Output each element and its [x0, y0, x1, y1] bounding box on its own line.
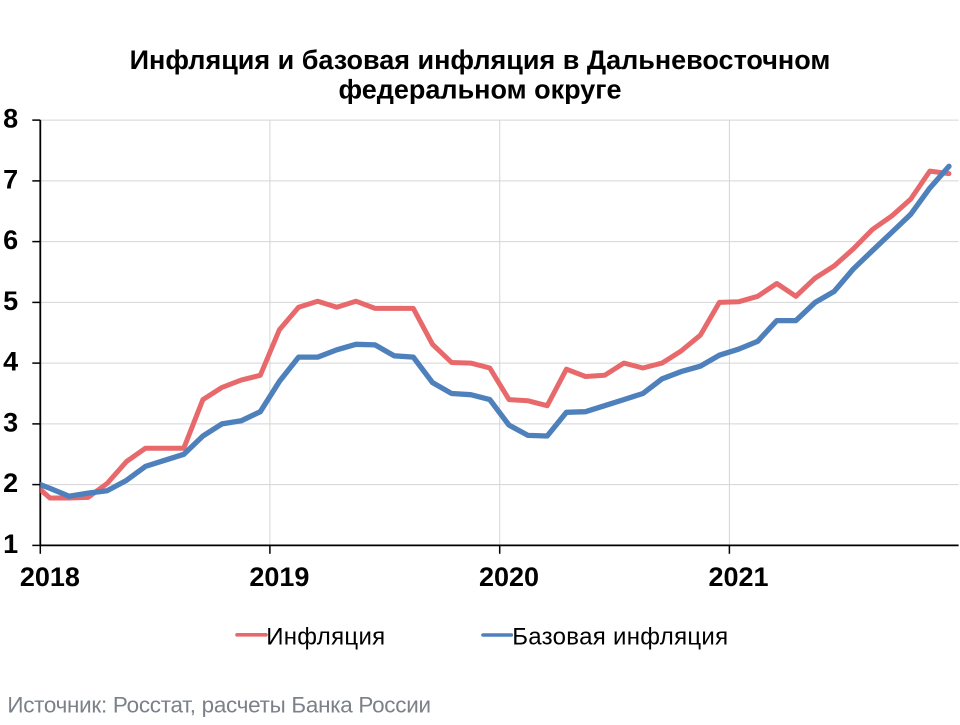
svg-text:2019: 2019 [249, 562, 309, 592]
svg-text:федеральном округе: федеральном округе [338, 75, 621, 105]
svg-text:4: 4 [3, 347, 18, 377]
svg-text:Источник: Росстат, расчеты Бан: Источник: Росстат, расчеты Банка России [7, 693, 430, 718]
svg-text:Инфляция и базовая инфляция в: Инфляция и базовая инфляция в Дальневост… [130, 45, 831, 75]
svg-text:5: 5 [3, 286, 18, 316]
svg-text:6: 6 [3, 225, 18, 255]
svg-text:Инфляция: Инфляция [266, 623, 385, 650]
svg-text:8: 8 [3, 104, 18, 134]
svg-text:2020: 2020 [479, 562, 539, 592]
svg-text:2: 2 [3, 468, 18, 498]
svg-text:3: 3 [3, 407, 18, 437]
svg-text:2021: 2021 [708, 562, 768, 592]
svg-text:2018: 2018 [20, 562, 80, 592]
svg-text:1: 1 [3, 529, 18, 559]
svg-text:Базовая инфляция: Базовая инфляция [512, 623, 728, 650]
svg-text:7: 7 [3, 164, 18, 194]
